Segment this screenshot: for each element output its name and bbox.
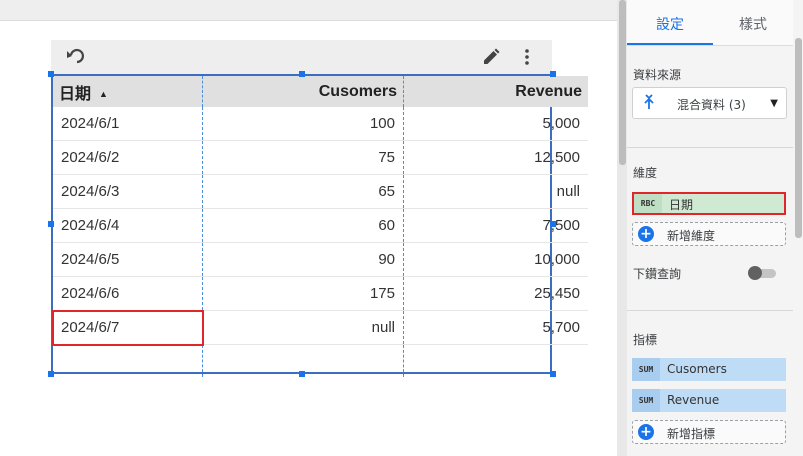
data-source-label: 混合資料 (3) <box>677 98 746 112</box>
aggregation-tag: SUM <box>632 389 660 412</box>
cell-revenue: 5,700 <box>403 310 588 345</box>
cell-customers: 75 <box>202 140 404 175</box>
resize-handle-bottom-right[interactable] <box>550 371 556 377</box>
table-row: 2024/6/3 65 null <box>53 174 588 209</box>
data-source-select[interactable]: 混合資料 (3) ▼ <box>632 87 787 119</box>
more-vert-icon[interactable] <box>521 47 533 67</box>
resize-handle-top-right[interactable] <box>550 71 556 77</box>
column-header-label: 日期 <box>59 85 92 103</box>
cell-customers: 175 <box>202 276 404 311</box>
table-row: 2024/6/6 175 25,450 <box>53 276 588 311</box>
add-dimension-label: 新增維度 <box>667 229 716 243</box>
resize-handle-right[interactable] <box>550 221 556 227</box>
add-metric-button[interactable]: + 新增指標 <box>632 420 786 444</box>
drilldown-label: 下鑽查詢 <box>633 267 682 281</box>
add-icon: + <box>638 424 654 440</box>
metric-chip-customers[interactable]: SUM Cusomers <box>632 358 786 381</box>
resize-handle-top-left[interactable] <box>48 71 54 77</box>
table-row: 2024/6/7 null 5,700 <box>52 309 588 346</box>
cell-customers: 60 <box>202 208 404 243</box>
cell-customers: 100 <box>202 107 404 141</box>
cell-date-highlighted: 2024/6/7 <box>52 309 204 346</box>
canvas-scrollbar[interactable] <box>619 0 626 165</box>
resize-handle-bottom-left[interactable] <box>48 371 54 377</box>
dimension-title: 維度 <box>633 166 658 180</box>
toggle-track <box>750 269 776 278</box>
column-header-revenue[interactable]: Revenue <box>403 76 588 107</box>
type-tag-text: RBC <box>634 194 662 213</box>
panel-tabs: 設定 樣式 <box>627 0 793 46</box>
table-chart[interactable]: 日期 ▲ Cusomers Revenue 2024/6/1 100 5,000 … <box>51 74 588 377</box>
table-row: 2024/6/2 75 12,500 <box>53 140 588 175</box>
cell-date: 2024/6/2 <box>53 140 203 175</box>
data-source-title: 資料來源 <box>633 68 682 82</box>
cell-date: 2024/6/1 <box>53 107 203 141</box>
data-table: 日期 ▲ Cusomers Revenue 2024/6/1 100 5,000 … <box>52 76 589 378</box>
tab-settings[interactable]: 設定 <box>627 0 713 45</box>
table-row: 2024/6/4 60 7,500 <box>53 208 588 243</box>
top-bar <box>0 0 617 21</box>
metric-chip-label: Cusomers <box>667 362 727 376</box>
toggle-knob <box>748 266 762 280</box>
column-header-customers[interactable]: Cusomers <box>202 76 404 107</box>
cell-customers: 65 <box>202 174 404 209</box>
cell-revenue: 12,500 <box>403 140 588 175</box>
resize-handle-bottom[interactable] <box>299 371 305 377</box>
cell-revenue: 5,000 <box>403 107 588 141</box>
cell-revenue: 10,000 <box>403 242 588 277</box>
drilldown-toggle[interactable] <box>748 266 778 280</box>
header-row: 日期 ▲ Cusomers Revenue <box>53 76 588 107</box>
metric-chip-label: Revenue <box>667 393 720 407</box>
panel-scrollbar[interactable] <box>795 38 802 238</box>
cell-date: 2024/6/4 <box>53 208 203 243</box>
add-dimension-button[interactable]: + 新增維度 <box>632 222 786 246</box>
chevron-down-icon: ▼ <box>770 98 778 109</box>
pencil-icon[interactable] <box>481 47 501 67</box>
blend-icon <box>642 94 656 114</box>
cell-date: 2024/6/3 <box>53 174 203 209</box>
add-icon: + <box>638 226 654 242</box>
cell-customers: null <box>202 310 404 345</box>
cell-customers: 90 <box>202 242 404 277</box>
resize-handle-top[interactable] <box>299 71 305 77</box>
dimension-chip-date[interactable]: RBC 日期 <box>632 192 786 215</box>
table-row: 2024/6/5 90 10,000 <box>53 242 588 277</box>
table-row: 2024/6/1 100 5,000 <box>53 107 588 141</box>
empty-cell <box>53 344 203 377</box>
section-divider <box>627 310 793 311</box>
panel-divider <box>617 0 627 456</box>
chart-toolbar <box>51 40 552 74</box>
cell-date: 2024/6/5 <box>53 242 203 277</box>
cell-revenue: null <box>403 174 588 209</box>
empty-cell <box>404 345 589 378</box>
metric-title: 指標 <box>633 333 658 347</box>
column-header-date[interactable]: 日期 ▲ <box>53 76 203 107</box>
aggregation-tag: SUM <box>632 358 660 381</box>
metric-chip-revenue[interactable]: SUM Revenue <box>632 389 786 412</box>
properties-panel: 設定 樣式 資料來源 混合資料 (3) ▼ 維度 RBC 日期 + 新增維度 下… <box>627 0 793 456</box>
cell-revenue: 25,450 <box>403 276 588 311</box>
cell-revenue: 7,500 <box>403 208 588 243</box>
cell-date: 2024/6/6 <box>53 276 203 311</box>
add-metric-label: 新增指標 <box>667 427 716 441</box>
undo-icon[interactable] <box>65 47 87 67</box>
dimension-chip-label: 日期 <box>669 198 694 212</box>
empty-row <box>53 344 589 378</box>
sort-ascending-icon[interactable]: ▲ <box>99 89 108 100</box>
section-divider <box>627 147 793 148</box>
resize-handle-left[interactable] <box>48 221 54 227</box>
tab-style[interactable]: 樣式 <box>739 17 767 33</box>
